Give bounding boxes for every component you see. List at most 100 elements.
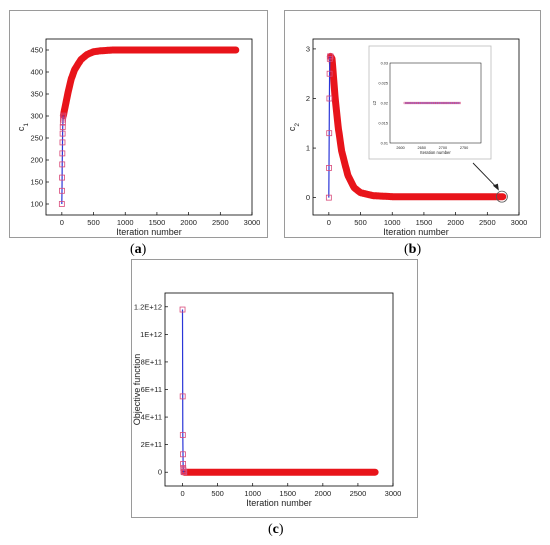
y-axis-label: Objective function xyxy=(132,354,142,426)
y-tick-label: 250 xyxy=(30,134,43,143)
data-point-marker xyxy=(179,432,186,438)
data-point-marker xyxy=(59,187,65,194)
inset-data-point xyxy=(422,101,425,105)
y-tick-label: 100 xyxy=(30,200,43,209)
data-point-marker xyxy=(180,461,186,467)
inset-data-point xyxy=(420,101,423,105)
x-tick-label: 0 xyxy=(327,218,331,227)
data-point-marker xyxy=(59,124,66,130)
x-tick-label: 0 xyxy=(180,489,184,498)
x-axis-label: Iteration number xyxy=(246,498,312,508)
x-tick-label: 500 xyxy=(354,218,367,227)
inset-data-point xyxy=(403,101,406,105)
panel-label-b: (b) xyxy=(404,242,422,257)
data-point-marker xyxy=(327,53,334,60)
data-point-marker xyxy=(59,174,65,181)
chart-b: 0 500 1000 1500 2000 2500 3000 0 1 2 3 Iteration nu… xyxy=(287,38,528,237)
inset-data-point xyxy=(441,101,445,105)
x-tick-label: 2500 xyxy=(212,218,229,227)
y-tick-label: 8E+11 xyxy=(141,357,162,366)
inset-data-point xyxy=(435,101,438,105)
x-tick-label: 2500 xyxy=(350,489,367,498)
inset-data-point xyxy=(450,101,453,105)
y-tick-label: 300 xyxy=(30,112,43,121)
inset-data-point xyxy=(437,101,440,105)
x-axis-label: Iteration number xyxy=(383,227,449,237)
zoom-arrow-line xyxy=(472,162,499,189)
y-tick-label: 6E+11 xyxy=(141,385,162,394)
data-point-marker xyxy=(179,306,186,313)
x-tick-label: 1500 xyxy=(149,218,166,227)
y-tick-label: 2E+11 xyxy=(141,440,162,449)
data-point-marker xyxy=(59,150,66,157)
inset-data-point xyxy=(443,101,447,105)
inset-x-tick-label: 2750 xyxy=(460,146,468,150)
inset-y-axis-label: c2 xyxy=(372,100,377,105)
x-tick-label: 0 xyxy=(60,218,64,227)
data-point-marker xyxy=(60,112,67,119)
data-point-marker xyxy=(59,139,66,146)
y-axis-label: c2 xyxy=(287,123,301,132)
panel-label-c: (c) xyxy=(268,522,284,537)
inset-data-point xyxy=(418,101,421,105)
x-tick-label: 2500 xyxy=(479,218,496,227)
inset-x-tick-label: 2700 xyxy=(439,146,447,150)
y-tick-label: 1E+12 xyxy=(140,330,162,339)
panel-a: 0 500 1000 1500 2000 2500 3000 100 150 200 250 300 3… xyxy=(9,10,268,238)
data-point-marker xyxy=(58,201,65,207)
inset-y-tick-label: 0.02 xyxy=(381,102,388,106)
data-point-marker xyxy=(325,194,332,201)
series-converged-band xyxy=(59,46,240,120)
series-early-line xyxy=(181,309,185,473)
x-tick-label: 500 xyxy=(211,489,224,498)
panel-b: 0 500 1000 1500 2000 2500 3000 0 1 2 3 Iteration nu… xyxy=(284,10,541,238)
series-early-line xyxy=(61,115,64,205)
inset-data-point xyxy=(458,101,461,105)
x-tick-label: 1000 xyxy=(384,218,401,227)
data-point-marker xyxy=(59,130,66,137)
x-tick-label: 3000 xyxy=(244,218,261,227)
inset-data-point xyxy=(446,101,449,105)
inset-data-point xyxy=(416,101,419,105)
data-point-marker xyxy=(181,469,188,476)
plot-frame xyxy=(312,38,520,216)
y-tick-label: 0 xyxy=(306,193,310,202)
inset-data-point xyxy=(456,101,459,105)
plot-frame xyxy=(164,292,394,487)
inset-data-point xyxy=(448,101,451,105)
inset-y-tick-label: 0.015 xyxy=(378,122,388,126)
series-converged-band xyxy=(326,52,507,201)
y-tick-label: 1.2E+12 xyxy=(134,302,162,311)
inset-data-point xyxy=(439,101,442,105)
x-tick-label: 1500 xyxy=(416,218,433,227)
y-tick-label: 450 xyxy=(30,46,43,55)
x-tick-label: 1000 xyxy=(244,489,261,498)
y-tick-label: 2 xyxy=(306,94,310,103)
inset-y-tick-label: 0.03 xyxy=(381,62,388,66)
inset-data-point xyxy=(431,101,434,105)
y-tick-label: 3 xyxy=(306,44,310,53)
x-tick-label: 3000 xyxy=(511,218,528,227)
inset-y-tick-label: 0.025 xyxy=(378,82,388,86)
x-axis-label: Iteration number xyxy=(116,227,182,237)
inset-data-point xyxy=(405,101,409,105)
inset-x-tick-label: 2600 xyxy=(396,146,404,150)
y-tick-label: 0 xyxy=(158,468,162,477)
inset-data-point xyxy=(433,101,436,105)
x-tick-label: 500 xyxy=(87,218,100,227)
x-tick-label: 1000 xyxy=(117,218,134,227)
inset-data-point xyxy=(424,101,428,105)
x-tick-label: 2000 xyxy=(180,218,197,227)
inset-x-tick-label: 2650 xyxy=(418,146,426,150)
y-tick-label: 400 xyxy=(30,68,43,77)
zoom-circle xyxy=(495,190,508,203)
y-tick-label: 200 xyxy=(30,156,43,165)
inset-data-point xyxy=(414,101,417,105)
panel-label-a: (a) xyxy=(130,242,147,257)
inset-data-point xyxy=(412,101,415,105)
x-tick-label: 1500 xyxy=(279,489,296,498)
data-point-marker xyxy=(180,451,186,458)
panel-c: 0 500 1000 1500 2000 2500 3000 0 2E+11 4E+11 6E+11… xyxy=(131,259,418,518)
data-point-marker xyxy=(326,95,333,102)
inset-data-point xyxy=(426,101,430,105)
